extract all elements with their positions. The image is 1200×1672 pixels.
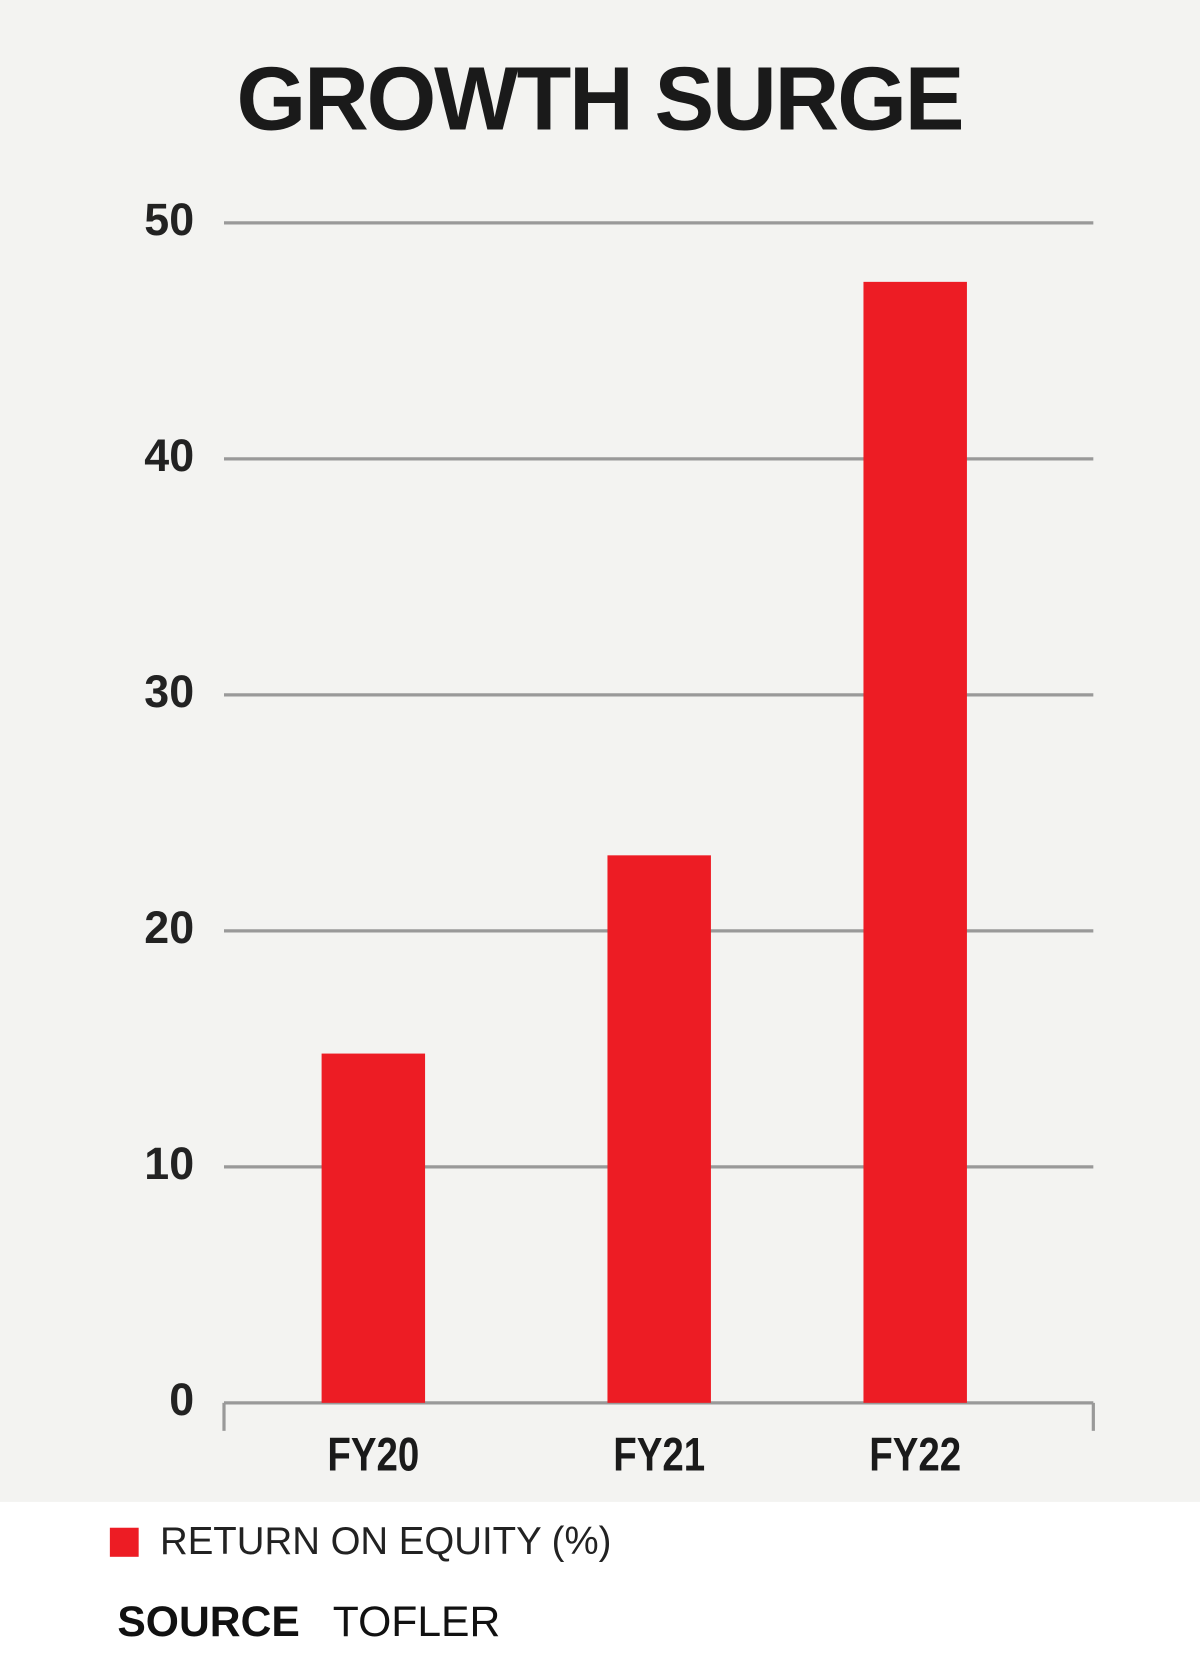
source-text: TOFLER	[333, 1598, 501, 1646]
y-tick-label: 0	[169, 1374, 194, 1425]
y-tick-label: 30	[144, 666, 194, 717]
legend-label: RETURN ON EQUITY (%)	[160, 1520, 611, 1563]
x-tick-label: FY22	[869, 1429, 961, 1482]
y-tick-label: 20	[144, 902, 194, 953]
y-tick-label: 40	[144, 430, 194, 481]
y-tick-label: 10	[144, 1138, 194, 1189]
y-tick-label: 50	[144, 194, 194, 245]
legend-swatch	[109, 1527, 139, 1557]
chart-background	[0, 0, 1200, 1502]
bar	[863, 281, 967, 1403]
x-tick-label: FY21	[613, 1429, 705, 1482]
bar	[607, 855, 711, 1403]
x-tick-label: FY20	[327, 1429, 419, 1482]
chart-title: GROWTH SURGE	[237, 49, 963, 149]
source-label: SOURCE	[117, 1598, 300, 1646]
bar	[321, 1053, 426, 1403]
